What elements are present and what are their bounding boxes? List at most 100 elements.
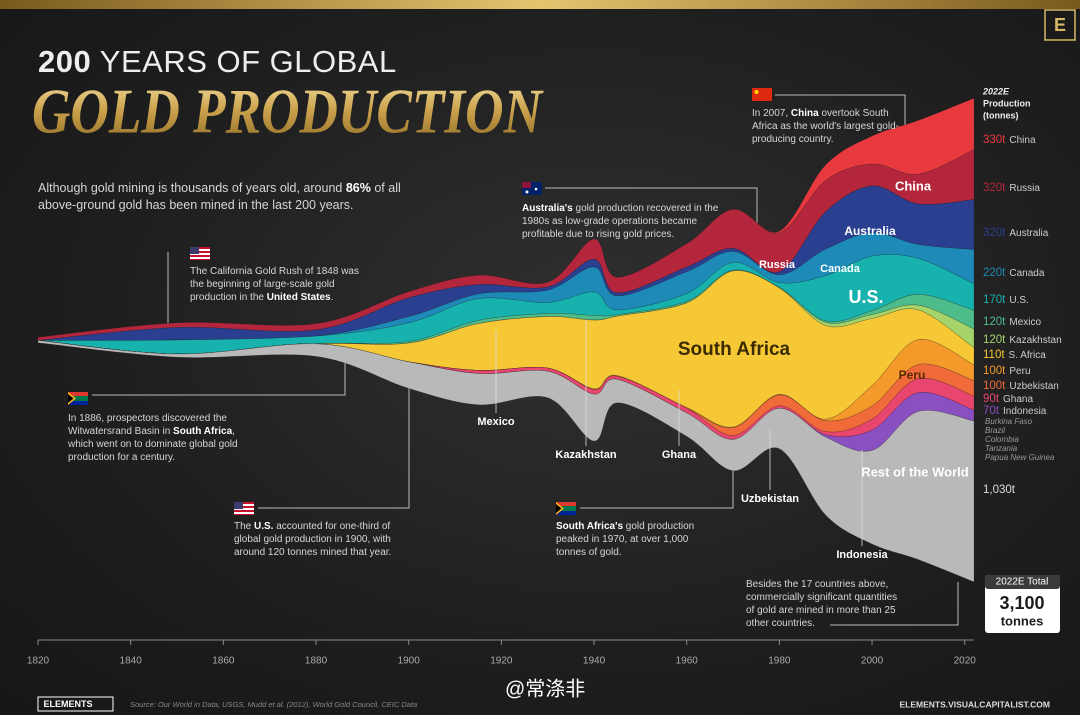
end-value: 100t [983,380,1006,392]
end-name: S. Africa [1009,350,1047,361]
end-label: 320t Australia [983,227,1049,239]
stream-area [37,340,975,583]
end-label: 120t Kazakhstan [983,334,1062,346]
stream-label: Australia [844,224,896,238]
stream-label: Canada [820,263,861,275]
annotation-text: 86% [345,181,371,195]
end-value: 110t [983,349,1005,361]
annotation: Australia's gold production recovered in… [522,202,732,241]
other-country: Brazil [985,426,1005,435]
stream-label: Uzbekistan [741,493,799,505]
annotation-text: U.S. [254,521,274,532]
end-value: 90t [983,393,1000,405]
flag-za [556,502,576,515]
leader-line [830,582,959,626]
right-header: Production [983,98,1031,108]
end-name: Canada [1009,268,1044,279]
title-segment: 200 [38,44,92,79]
other-country: Colombia [985,435,1019,444]
source: Source: Our World in Data, USGS, Mudd et… [130,700,417,709]
end-name: Mexico [1009,317,1041,328]
other-country: Burkina Faso [985,417,1033,426]
annotation-text: In 2007, [752,108,791,119]
footer-logo-box [37,696,114,712]
end-value: 220t [983,267,1006,279]
end-name: Uzbekistan [1009,381,1058,392]
annotation-text: United States [266,292,331,303]
end-name: Indonesia [1003,406,1047,417]
logo-box [1044,9,1076,41]
flag-cn [752,88,772,101]
x-tick-label: 1920 [490,656,513,667]
annotation-text: South Africa [173,426,233,437]
end-name: Russia [1009,183,1040,194]
annotation: Besides the 17 countries above, commerci… [746,578,906,630]
end-label: 320t Russia [983,182,1040,194]
stream-label: Mexico [477,416,515,428]
annotation: Although gold mining is thousands of yea… [38,180,438,214]
end-label: 330t China [983,134,1036,146]
corner-logo: E [1054,15,1066,35]
right-header: 2022E [982,86,1010,96]
annotation-text: gold production recovered in the 1980s a… [522,203,719,240]
annotation-text: of all above-ground gold has been mined … [38,181,401,212]
end-value: 170t [983,294,1006,306]
annotation-text: , which went on to dominate global gold … [68,426,238,463]
stream-label: Kazakhstan [555,449,616,461]
other-country: Tanzania [985,444,1018,453]
end-name: Australia [1009,228,1048,239]
x-tick-label: 1840 [120,656,143,667]
total-label: 2022E Total [996,577,1049,588]
total-value: 3,100 [999,593,1044,613]
end-value: 330t [983,134,1006,146]
end-value: 120t [983,334,1006,346]
annotation: The California Gold Rush of 1848 was the… [190,265,375,304]
annotation: In 1886, prospectors discovered the Witw… [68,412,248,464]
main-title: GOLD PRODUCTION [32,76,544,147]
end-value: 1,030t [983,484,1016,496]
stream-label: Rest of the World [861,464,968,479]
end-label: 120t Mexico [983,316,1042,328]
title-segment: YEARS OF GLOBAL [91,44,397,79]
total-box-header [985,575,1060,589]
annotation: In 2007, China overtook South Africa as … [752,107,902,146]
leader-line [258,370,410,509]
end-name: China [1009,135,1036,146]
annotation-text: overtook South Africa as the world's lar… [752,108,899,145]
annotation: South Africa's gold production peaked in… [556,520,716,559]
x-tick-label: 1940 [583,656,606,667]
right-header: (tonnes) [983,110,1019,120]
stream-label: Russia [759,259,796,271]
end-label: 90t Ghana [983,393,1033,405]
end-label: 100t Uzbekistan [983,380,1059,392]
end-name: U.S. [1009,295,1028,306]
annotation-text: In 1886, prospectors discovered the Witw… [68,413,227,437]
flag-us [234,502,254,515]
total-box [985,575,1060,633]
x-tick-label: 2000 [861,656,884,667]
annotation-text: The California Gold Rush of 1848 was the… [190,266,359,303]
stream-label: Indonesia [836,549,888,561]
annotation-text: China [790,108,819,119]
end-label: 110t S. Africa [983,349,1046,361]
stream-label: Ghana [662,449,697,461]
end-name: Ghana [1003,394,1033,405]
x-tick-label: 1860 [212,656,235,667]
end-label: 1,030t [983,484,1016,496]
annotation: The U.S. accounted for one-third of glob… [234,520,414,559]
end-label: 170t U.S. [983,294,1029,306]
flag-us [190,247,210,260]
end-label: 220t Canada [983,267,1045,279]
website: ELEMENTS.VISUALCAPITALIST.COM [900,699,1051,709]
end-value: 70t [983,405,1000,417]
end-label: 70t Indonesia [983,405,1047,417]
end-name: Peru [1009,366,1030,377]
flags [68,88,772,515]
annotation-text: The [234,521,255,532]
stream-label: U.S. [848,287,883,307]
footer-logo: ELEMENTS [43,699,92,709]
end-name: Kazakhstan [1009,335,1061,346]
x-tick-label: 1960 [676,656,699,667]
annotation-text: Although gold mining is thousands of yea… [38,181,346,195]
